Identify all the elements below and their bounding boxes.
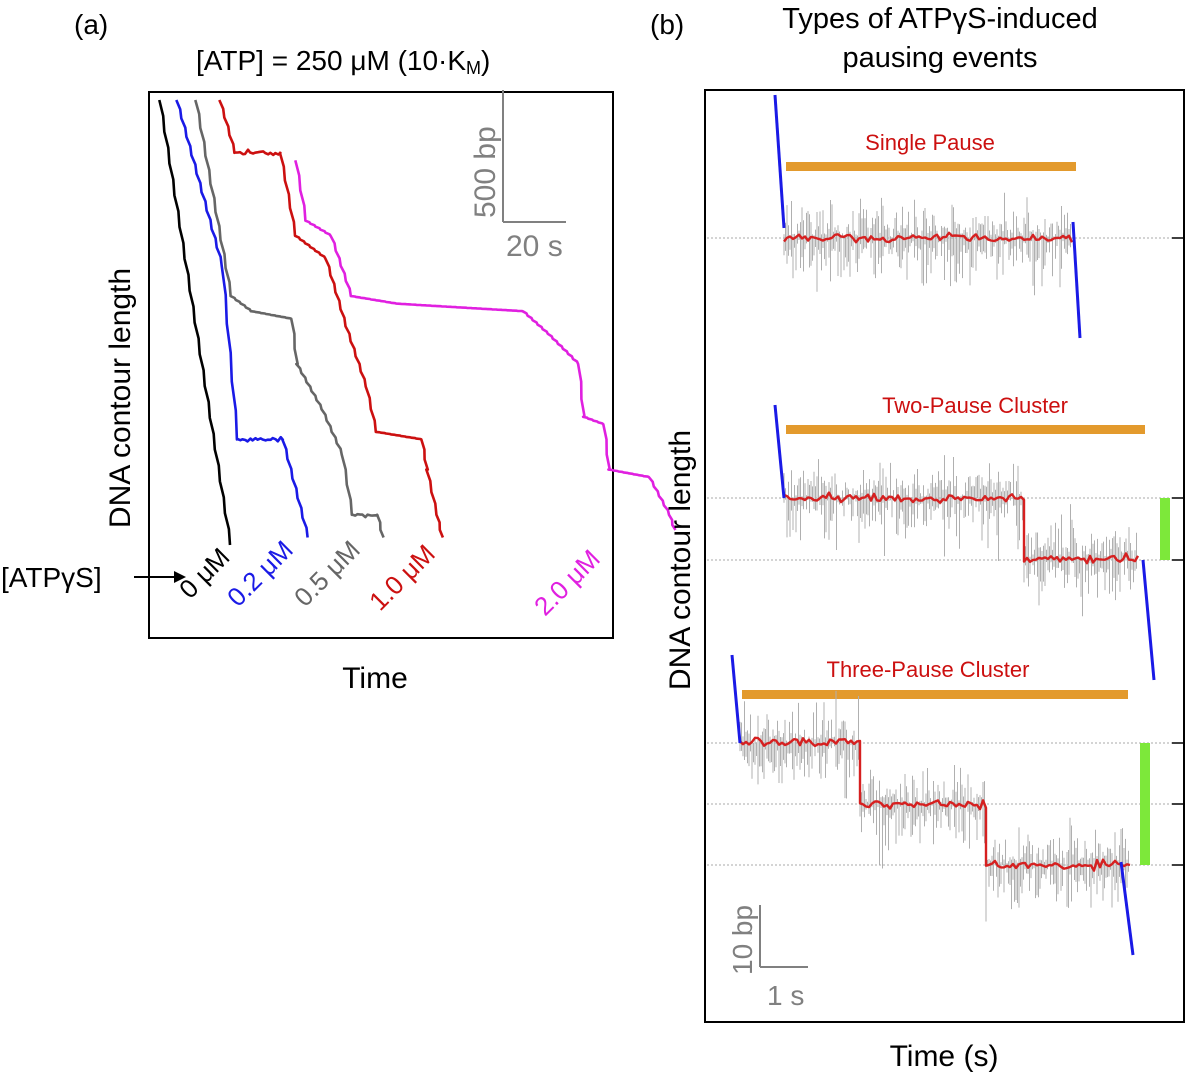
cluster-duration-bar [786,425,1145,434]
raw-trace [783,455,1137,617]
atpgs-arrow-label: [ATPγS] [1,562,102,593]
panel-b-xlabel: Time (s) [890,1040,999,1073]
translocation-out [1071,221,1082,339]
translocation-in [730,654,742,744]
series-label: 1.0 μM [363,538,441,616]
series-label: 2.0 μM [528,543,606,621]
series-line-0.5uM [194,99,385,539]
scale-bar-y-label: 10 bp [727,905,758,975]
event-single-pause: Single Pause [773,94,1082,339]
panel-a-xlabel: Time [342,662,408,695]
raw-trace [739,690,1129,922]
filtered-trace [739,736,1131,872]
cluster-label: Two-Pause Cluster [882,393,1068,418]
event-three-pause-cluster: Three-Pause Cluster [730,654,1150,956]
panel-b-scale-bar: 10 bp 1 s [727,905,808,1011]
series-label: 0.5 μM [288,534,366,612]
translocation-in [773,404,786,499]
filtered-trace [783,231,1074,244]
series-label: 0.2 μM [221,534,299,612]
panel-b-ylabel: DNA contour length [664,430,697,690]
raw-trace [783,192,1071,296]
scale-bar-y-label: 500 bp [469,126,502,218]
scale-bar-x-label: 1 s [767,980,804,1011]
cluster-label: Single Pause [865,130,995,155]
translocation-in [773,94,786,229]
event-two-pause-cluster: Two-Pause Cluster [773,393,1170,681]
series-line-0uM [158,99,232,546]
series-line-1.0uM [218,99,445,538]
panel-a-ylabel: DNA contour length [104,268,137,528]
panel-a-scale-bar: 500 bp 20 s [469,90,566,263]
panel-a-series-labels: 0 μM0.2 μM0.5 μM1.0 μM 2.0 μM [173,534,606,621]
cluster-label: Three-Pause Cluster [827,657,1030,682]
panel-b-label: (b) [650,9,684,40]
series-line-2.0uM [294,159,677,531]
panel-a-frame [148,91,614,639]
panel-b-title-line2: pausing events [842,42,1037,74]
panel-a-series [158,99,677,546]
step-size-bar [1140,743,1150,865]
panel-a-label: (a) [74,9,108,40]
scale-bar-x-label: 20 s [506,230,563,263]
series-line-0.2uM [175,99,309,538]
panel-b-events: Single Pause Two-Pause Cluster Three-Pause… [707,94,1184,956]
filtered-trace [783,491,1140,565]
translocation-out [1141,559,1156,681]
translocation-out [1119,861,1135,956]
panel-b-frame [704,89,1185,1023]
step-size-bar [1160,498,1170,560]
panel-a-title: [ATP] = 250 μM (10·KM) [196,45,490,78]
cluster-duration-bar [742,690,1128,699]
arrow-head-icon [174,571,186,583]
panel-b-title-line1: Types of ATPγS-induced [782,3,1097,35]
cluster-duration-bar [786,162,1076,171]
